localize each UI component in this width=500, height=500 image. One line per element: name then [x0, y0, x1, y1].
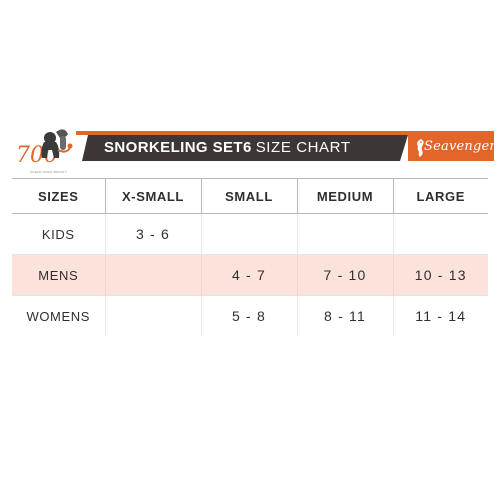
- cell-mens-medium: 7 - 10: [296, 254, 393, 296]
- logo-tagline: OCEAN OVER INFINITY: [30, 170, 68, 174]
- cell-kids-small: [200, 213, 297, 255]
- row-label-kids: KIDS: [12, 213, 105, 255]
- cell-womens-large: 11 - 14: [392, 295, 488, 336]
- cell-mens-x-small: [104, 254, 201, 296]
- cell-kids-x-small: 3 - 6: [104, 213, 201, 255]
- row-label-mens: MENS: [12, 254, 105, 296]
- table-header-row: SIZES X-SMALL SMALL MEDIUM LARGE: [12, 178, 488, 214]
- banner-accent-stripe: [76, 131, 494, 135]
- cell-mens-large: 10 - 13: [392, 254, 488, 296]
- table-row-kids: KIDS 3 - 6: [12, 213, 488, 255]
- chart-title-product: SNORKELING SET6: [104, 139, 252, 156]
- column-header-large: LARGE: [392, 178, 488, 214]
- chart-title-suffix: SIZE CHART: [255, 139, 351, 156]
- cell-womens-medium: 8 - 11: [296, 295, 393, 336]
- brand-logo-left: 700: [14, 124, 84, 170]
- cell-kids-medium: [296, 213, 393, 255]
- brand-name: Seavenger: [424, 139, 496, 154]
- brand-badge: Seavenger: [408, 135, 496, 161]
- cell-womens-x-small: [104, 295, 201, 336]
- column-header-sizes: SIZES: [12, 178, 105, 214]
- size-chart-table: SIZES X-SMALL SMALL MEDIUM LARGE KIDS 3 …: [12, 178, 488, 336]
- diver-logo-icon: 700: [16, 129, 73, 168]
- column-header-medium: MEDIUM: [296, 178, 393, 214]
- column-header-x-small: X-SMALL: [104, 178, 201, 214]
- cell-womens-small: 5 - 8: [200, 295, 297, 336]
- table-row-womens: WOMENS 5 - 8 8 - 11 11 - 14: [12, 295, 488, 336]
- table-row-mens: MENS 4 - 7 7 - 10 10 - 13: [12, 254, 488, 296]
- seahorse-icon: [417, 139, 424, 157]
- chart-title: SNORKELING SET6 SIZE CHART: [104, 137, 351, 159]
- cell-kids-large: [392, 213, 488, 255]
- title-banner: [82, 135, 408, 161]
- row-label-womens: WOMENS: [12, 295, 105, 336]
- column-header-small: SMALL: [200, 178, 297, 214]
- cell-mens-small: 4 - 7: [200, 254, 297, 296]
